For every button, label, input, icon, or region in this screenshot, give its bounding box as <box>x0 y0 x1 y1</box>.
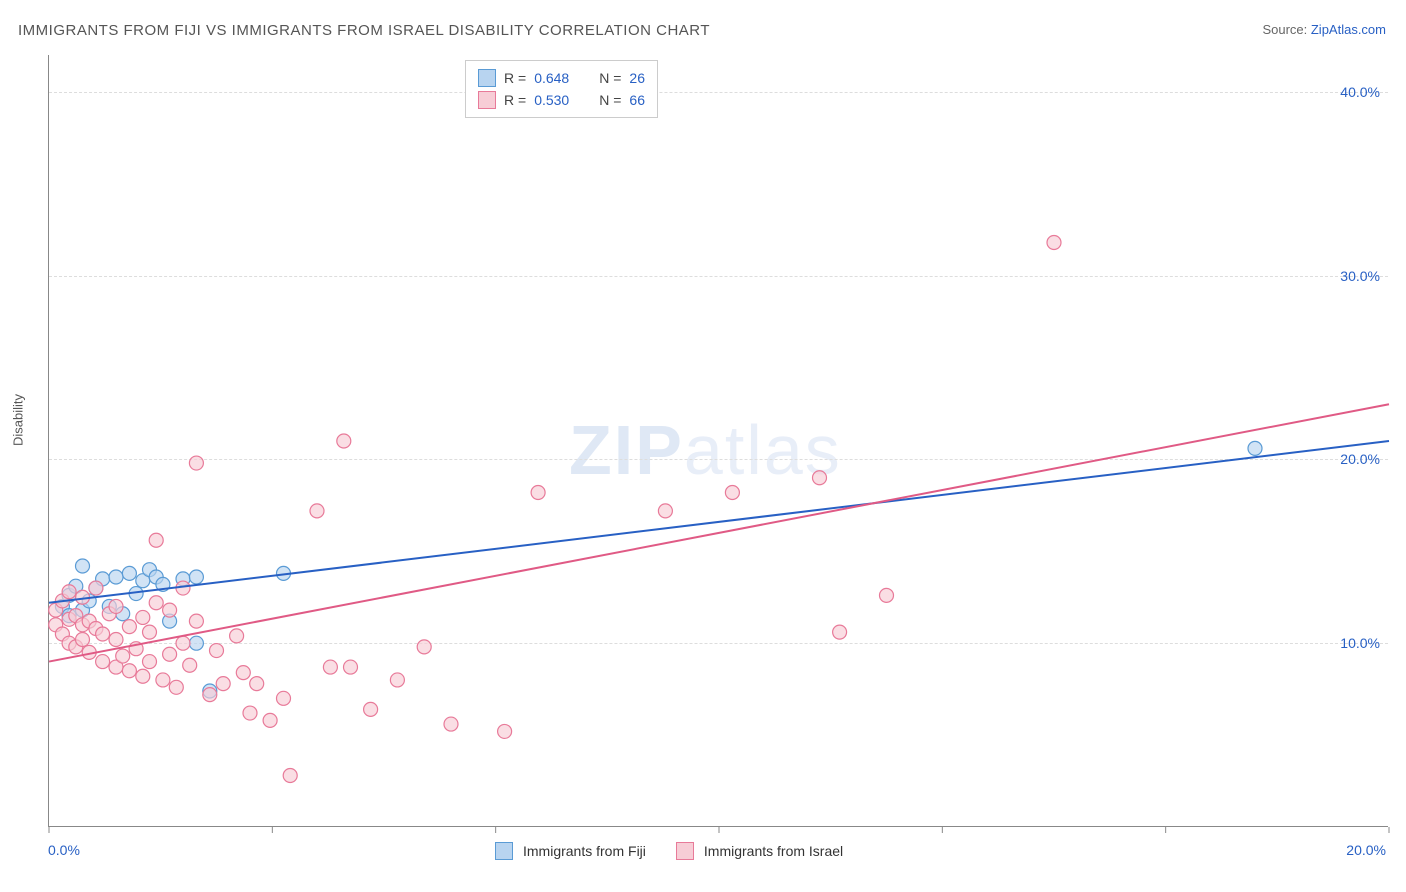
scatter-point <box>163 647 177 661</box>
scatter-point <box>149 596 163 610</box>
scatter-point <box>109 570 123 584</box>
scatter-point <box>337 434 351 448</box>
scatter-point <box>109 633 123 647</box>
scatter-point <box>364 702 378 716</box>
scatter-point <box>236 666 250 680</box>
scatter-point <box>210 644 224 658</box>
scatter-point <box>344 660 358 674</box>
scatter-point <box>498 724 512 738</box>
scatter-point <box>189 636 203 650</box>
scatter-point <box>189 614 203 628</box>
legend-swatch <box>478 91 496 109</box>
x-tick-max: 20.0% <box>1346 842 1386 858</box>
scatter-point <box>136 669 150 683</box>
legend-swatch <box>478 69 496 87</box>
source-link[interactable]: ZipAtlas.com <box>1311 22 1386 37</box>
scatter-point <box>176 636 190 650</box>
legend-r-label: R = <box>504 92 526 108</box>
scatter-point <box>76 559 90 573</box>
scatter-point <box>76 633 90 647</box>
scatter-point <box>283 769 297 783</box>
scatter-point <box>143 625 157 639</box>
scatter-point <box>169 680 183 694</box>
scatter-point <box>230 629 244 643</box>
scatter-point <box>149 533 163 547</box>
scatter-point <box>62 585 76 599</box>
scatter-point <box>277 691 291 705</box>
source-attribution: Source: ZipAtlas.com <box>1262 22 1386 37</box>
scatter-point <box>833 625 847 639</box>
scatter-point <box>250 677 264 691</box>
scatter-point <box>89 581 103 595</box>
legend-n-value: 26 <box>629 70 645 86</box>
scatter-point <box>1248 441 1262 455</box>
scatter-point <box>880 588 894 602</box>
scatter-point <box>1047 235 1061 249</box>
regression-line <box>49 441 1389 603</box>
legend-r-label: R = <box>504 70 526 86</box>
legend-swatch <box>676 842 694 860</box>
scatter-point <box>122 664 136 678</box>
scatter-point <box>323 660 337 674</box>
scatter-point <box>243 706 257 720</box>
legend-series-label: Immigrants from Israel <box>704 843 843 859</box>
y-tick: 20.0% <box>1340 451 1380 467</box>
scatter-point <box>216 677 230 691</box>
scatter-point <box>189 456 203 470</box>
scatter-point <box>390 673 404 687</box>
scatter-point <box>203 688 217 702</box>
scatter-point <box>156 673 170 687</box>
legend-row: R = 0.530 N = 66 <box>478 89 645 111</box>
scatter-point <box>96 627 110 641</box>
scatter-point <box>813 471 827 485</box>
legend-series: Immigrants from Fiji Immigrants from Isra… <box>495 842 863 860</box>
scatter-point <box>725 485 739 499</box>
legend-r-value: 0.648 <box>534 70 569 86</box>
legend-series-label: Immigrants from Fiji <box>523 843 646 859</box>
scatter-point <box>136 610 150 624</box>
x-tick-min: 0.0% <box>48 842 80 858</box>
scatter-point <box>116 649 130 663</box>
scatter-point <box>444 717 458 731</box>
scatter-point <box>531 485 545 499</box>
scatter-point <box>310 504 324 518</box>
scatter-point <box>163 603 177 617</box>
scatter-point <box>122 620 136 634</box>
scatter-point <box>122 566 136 580</box>
regression-line <box>49 404 1389 661</box>
y-tick: 10.0% <box>1340 635 1380 651</box>
scatter-point <box>109 599 123 613</box>
y-tick: 30.0% <box>1340 268 1380 284</box>
scatter-point <box>189 570 203 584</box>
legend-n-value: 66 <box>629 92 645 108</box>
legend-n-label: N = <box>599 92 621 108</box>
scatter-point <box>96 655 110 669</box>
plot-area: ZIPatlas R =0.648N =26R =0.530N =66 10.0… <box>48 55 1388 827</box>
chart-svg <box>49 55 1388 826</box>
legend-correlation: R = 0.648 N = 26 R = 0.530 N = 66 <box>465 60 658 118</box>
source-prefix: Source: <box>1262 22 1310 37</box>
legend-row: R = 0.648 N = 26 <box>478 67 645 89</box>
scatter-point <box>263 713 277 727</box>
scatter-point <box>417 640 431 654</box>
y-tick: 40.0% <box>1340 84 1380 100</box>
legend-n-label: N = <box>599 70 621 86</box>
scatter-point <box>143 655 157 669</box>
scatter-point <box>658 504 672 518</box>
chart-title: IMMIGRANTS FROM FIJI VS IMMIGRANTS FROM … <box>18 22 710 39</box>
scatter-point <box>183 658 197 672</box>
legend-r-value: 0.530 <box>534 92 569 108</box>
y-axis-label: Disability <box>11 394 26 446</box>
legend-swatch <box>495 842 513 860</box>
